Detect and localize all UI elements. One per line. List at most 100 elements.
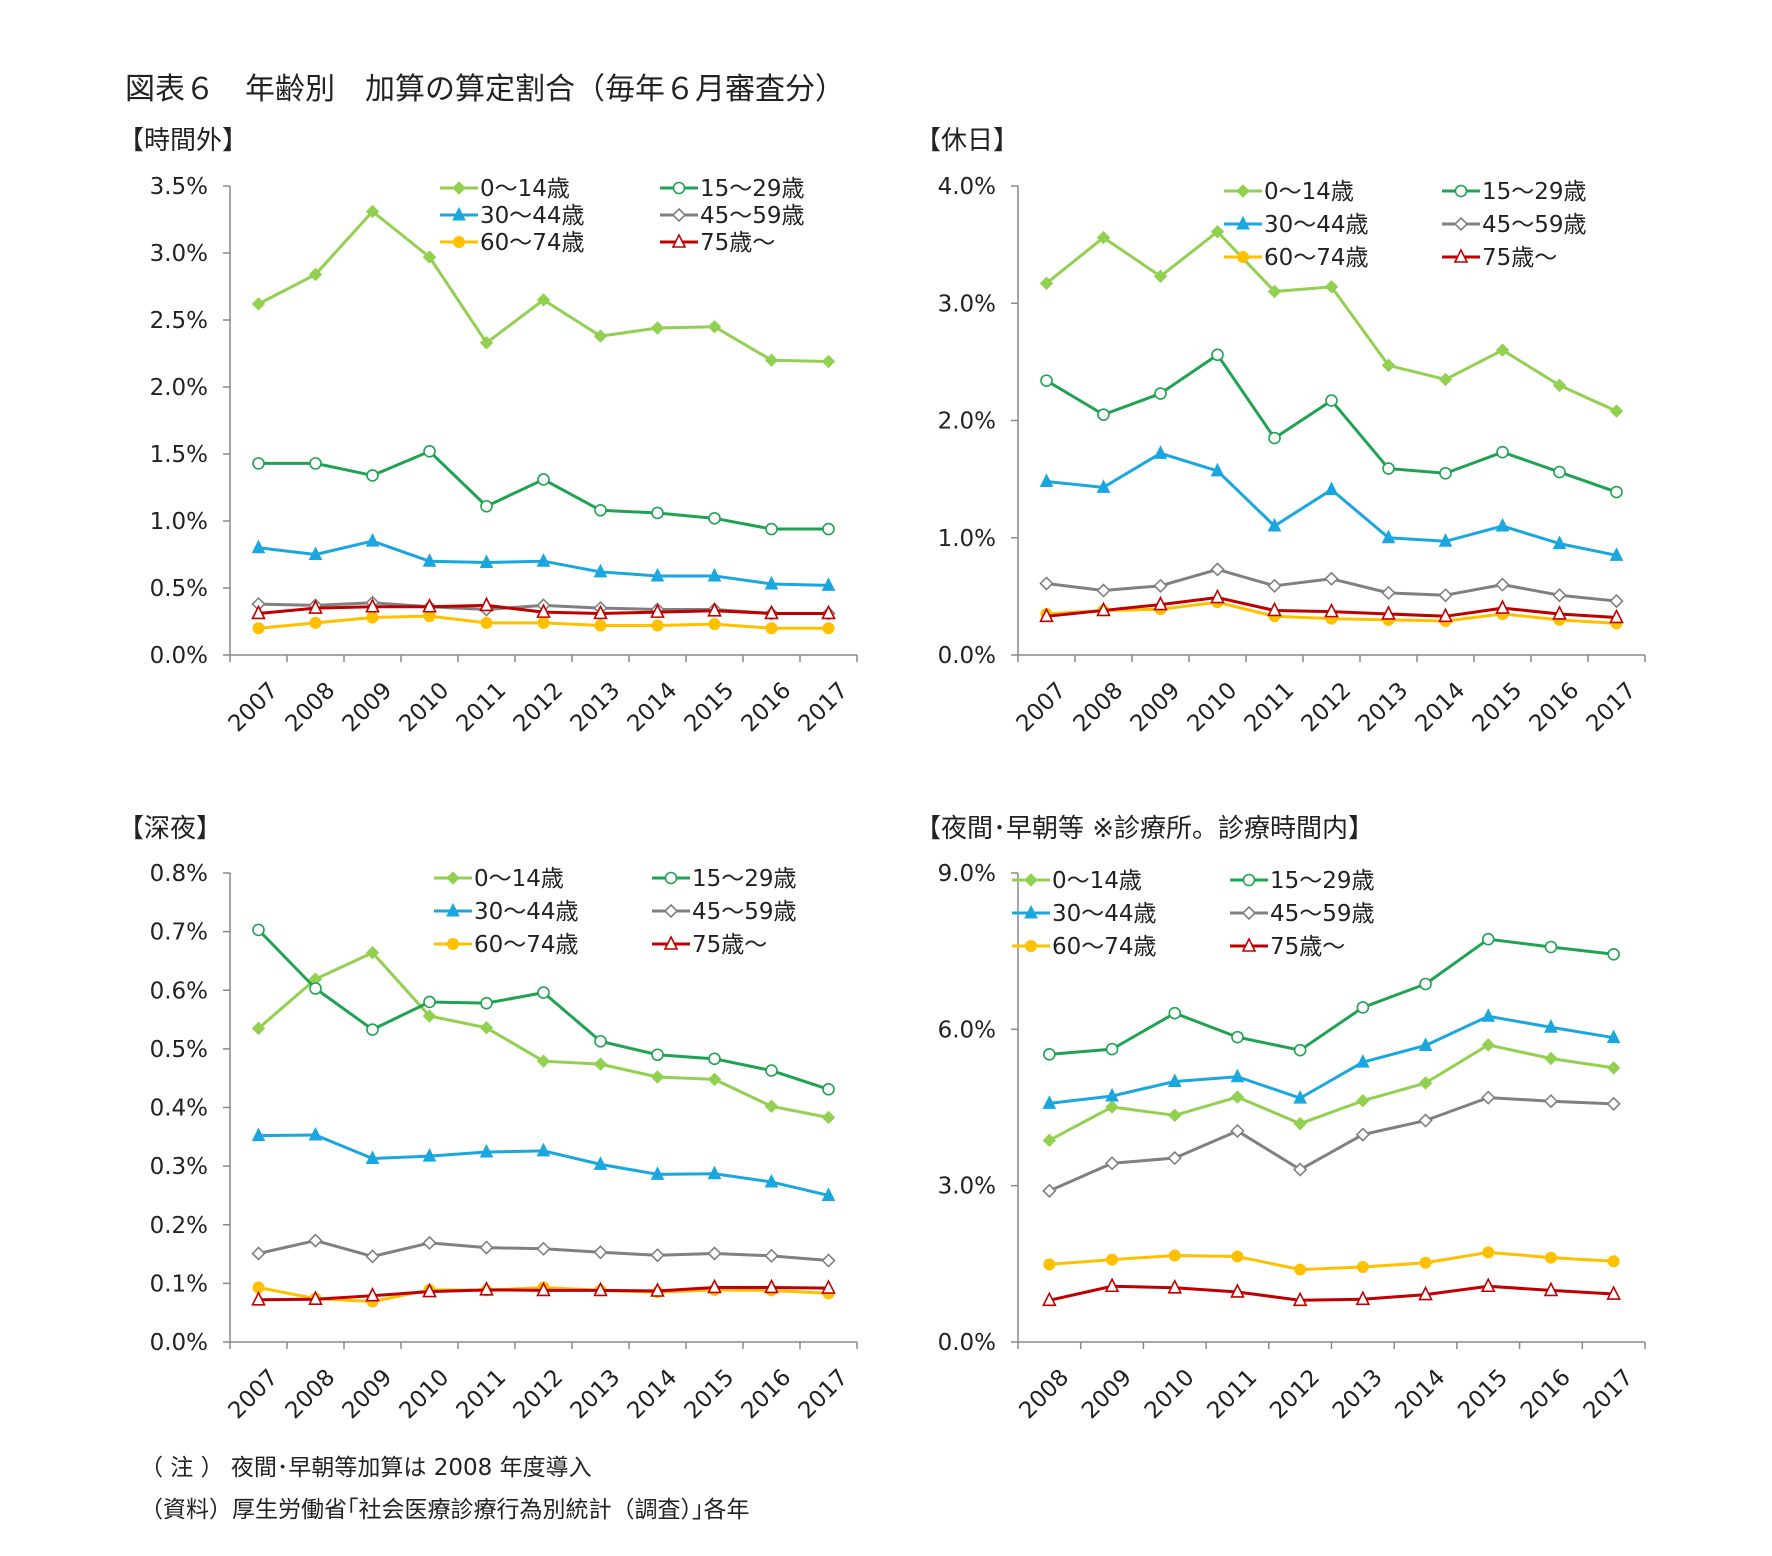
data-point	[251, 1291, 266, 1306]
data-point	[1106, 1253, 1119, 1266]
data-point	[1481, 1038, 1495, 1052]
x-tick-label: 2012	[509, 1364, 569, 1424]
panel-title-holiday: 【休日】	[915, 126, 1020, 156]
data-point	[1211, 348, 1224, 362]
legend: 0～14歳 15～29歳 30～44歳 45～59歳 60～74歳 75歳～	[440, 176, 805, 256]
legend-label: 60～74歳	[474, 932, 579, 958]
data-point	[594, 619, 607, 632]
data-point	[1267, 517, 1282, 532]
x-tick-label: 2007	[224, 1364, 284, 1424]
data-point	[423, 445, 436, 458]
data-point	[1481, 932, 1495, 946]
legend-label: 45～59歳	[700, 203, 805, 229]
legend-marker	[1236, 184, 1250, 198]
data-point	[1381, 585, 1396, 600]
data-point	[423, 995, 436, 1009]
legend-label: 75歳～	[1482, 245, 1557, 271]
x-tick-label: 2016	[737, 677, 797, 737]
data-point	[1039, 276, 1054, 291]
data-point	[1381, 529, 1396, 544]
data-point	[1543, 1094, 1559, 1109]
legend-marker	[1241, 905, 1257, 921]
y-tick-label: 2.0%	[150, 375, 208, 401]
chart-night-early: 0.0% 3.0% 6.0% 9.0% 2008 2009 2010 2011 2012 2013…	[938, 861, 1646, 1424]
data-point	[593, 1057, 608, 1071]
data-point	[593, 1156, 608, 1170]
data-point	[821, 1279, 836, 1294]
y-tick-label: 0.6%	[150, 978, 208, 1004]
x-tick-label: 2010	[1183, 677, 1243, 737]
data-point	[537, 473, 550, 486]
legend-marker	[452, 206, 466, 221]
x-tick-label: 2014	[623, 1364, 683, 1424]
x-tick-label: 2015	[680, 677, 740, 737]
x-tick-label: 2010	[395, 1364, 455, 1424]
y-tick-label: 0.0%	[938, 1330, 996, 1356]
data-point	[822, 622, 835, 635]
data-point	[1606, 1096, 1621, 1111]
data-point	[707, 1072, 722, 1087]
data-point	[1104, 1156, 1120, 1171]
data-point	[252, 923, 265, 937]
series-30-44	[1042, 1008, 1621, 1109]
data-point	[1552, 535, 1567, 550]
legend-label: 30～44歳	[474, 899, 579, 925]
data-point	[1607, 1255, 1620, 1268]
data-point	[536, 1054, 551, 1068]
x-tick-label: 2015	[680, 1364, 740, 1424]
data-point	[1418, 1113, 1433, 1128]
data-point	[1293, 1090, 1307, 1104]
series-15-29	[252, 445, 835, 536]
data-point	[251, 1246, 266, 1261]
y-tick-label: 1.0%	[938, 526, 996, 552]
data-point	[1039, 576, 1054, 591]
y-tick-label: 0.0%	[150, 1330, 208, 1356]
data-point	[1438, 372, 1453, 387]
data-point	[1544, 1051, 1558, 1066]
data-point	[1042, 1183, 1057, 1199]
series-75+	[1039, 588, 1624, 624]
legend-label: 75歳～	[1270, 934, 1345, 960]
data-point	[1230, 1090, 1245, 1104]
data-point	[1153, 269, 1168, 283]
data-point	[422, 1148, 437, 1162]
x-tick-label: 2009	[1077, 1364, 1137, 1424]
data-point	[1419, 977, 1432, 991]
data-point	[365, 597, 380, 613]
y-tick-label: 3.5%	[150, 174, 208, 200]
x-tick-label: 2017	[1579, 1364, 1639, 1424]
x-tick-label: 2015	[1468, 677, 1528, 737]
series-15-29	[1043, 932, 1620, 1061]
data-point	[422, 1009, 437, 1023]
y-tick-label: 0.4%	[150, 1096, 208, 1122]
data-point	[593, 604, 608, 620]
data-point	[1609, 593, 1624, 609]
y-tick-label: 3.0%	[938, 1174, 996, 1200]
data-point	[650, 1166, 665, 1180]
data-point	[251, 1127, 266, 1142]
series-45-59	[251, 1233, 836, 1268]
data-point	[1481, 1090, 1496, 1105]
series-60-74	[1043, 1246, 1620, 1276]
data-point	[1294, 1263, 1307, 1276]
data-point	[821, 1187, 836, 1201]
legend-label: 75歳～	[700, 230, 775, 256]
x-tick-label: 2013	[1328, 1364, 1388, 1424]
y-tick-label: 1.0%	[150, 509, 208, 535]
data-point	[1418, 1037, 1433, 1051]
data-point	[537, 616, 550, 629]
data-point	[764, 353, 779, 367]
data-point	[1210, 225, 1225, 239]
data-point	[308, 599, 323, 614]
data-point	[309, 457, 322, 470]
data-point	[480, 499, 493, 513]
x-tick-label: 2008	[1014, 1364, 1074, 1424]
data-point	[1543, 1281, 1559, 1297]
data-point	[821, 577, 836, 591]
y-tick-label: 4.0%	[938, 174, 996, 200]
data-point	[593, 329, 608, 343]
legend-marker	[672, 181, 686, 195]
data-point	[708, 512, 721, 525]
legend-label: 75歳～	[692, 932, 767, 958]
data-point	[422, 1282, 437, 1298]
